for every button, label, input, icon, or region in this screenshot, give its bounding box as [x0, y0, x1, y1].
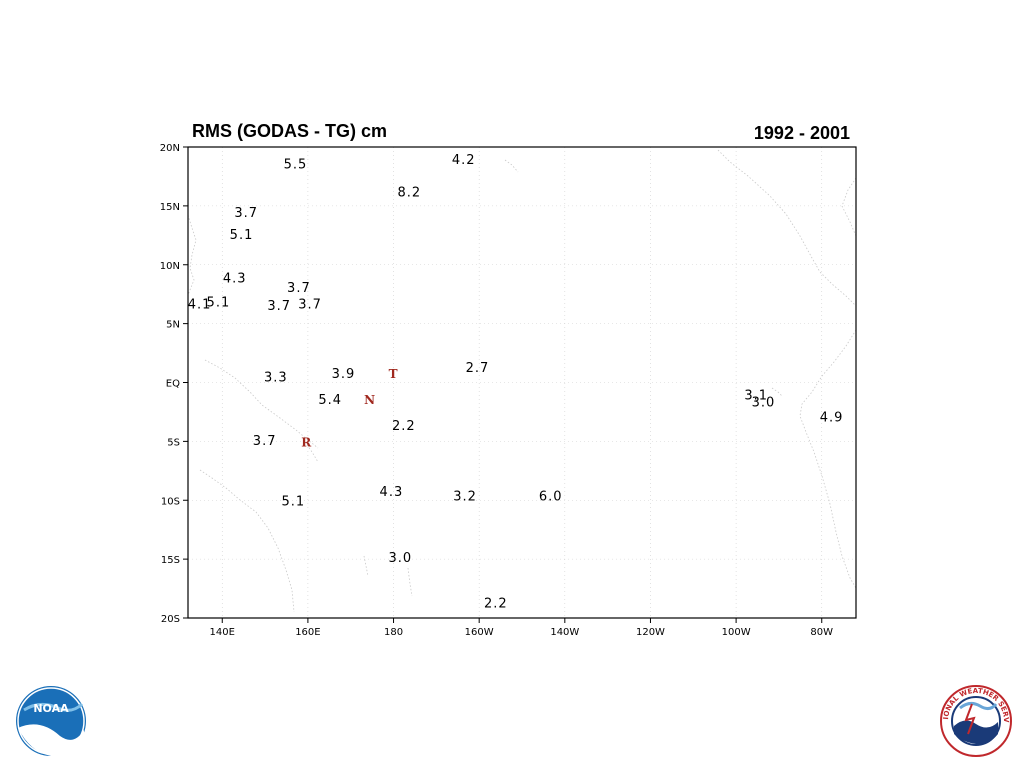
coastlines: [187, 149, 857, 613]
x-tick-label: 160W: [465, 627, 494, 638]
rms-value-label: 3.9: [332, 367, 356, 382]
rms-value-label: 3.7: [253, 434, 277, 449]
rms-value-label: 2.2: [392, 419, 416, 434]
rms-value-label: 5.1: [281, 494, 305, 509]
rms-value-label: 5.4: [318, 393, 342, 408]
axis-ticks: 140E 160E 180 160W 140W 120W 100W 80W 20N 15N 10N 5…: [160, 143, 833, 638]
y-tick-label: 20N: [160, 143, 180, 154]
x-tick-label: 140E: [210, 627, 235, 638]
site-marker-n: N: [364, 393, 375, 407]
rms-value-label: 5.5: [284, 157, 308, 172]
x-tick-label: 180: [384, 627, 403, 638]
x-tick-label: 100W: [722, 627, 751, 638]
rms-value-label: 5.1: [207, 295, 231, 310]
rms-value-label: 5.1: [230, 228, 254, 243]
noaa-logo: NOAA: [16, 686, 86, 757]
x-tick-label: 160E: [295, 627, 320, 638]
map-title: RMS (GODAS - TG) cm: [192, 121, 387, 141]
rms-value-label: 8.2: [398, 186, 422, 201]
nws-logo-text: NATIONAL WEATHER SERVICE: [0, 0, 1010, 723]
rms-value-label: 2.7: [466, 361, 490, 376]
y-tick-label: 15S: [161, 555, 180, 566]
rms-value-label: 3.7: [298, 298, 322, 313]
rms-values: 5.5 4.28.23.75.14.33.74.15.1 3.7 3.72.73.3 3…: [188, 153, 844, 612]
site-markers: TN R: [301, 367, 397, 449]
rms-value-label: 3.1: [744, 388, 768, 403]
rms-value-label: 4.1: [188, 298, 212, 313]
rms-value-label: 3.0: [752, 395, 776, 410]
rms-value-label: 4.3: [380, 485, 404, 500]
svg-text:NATIONAL WEATHER SERVICE: NATIONAL WEATHER SERVICE: [0, 0, 1010, 723]
rms-value-label: 3.0: [389, 551, 413, 566]
x-tick-label: 140W: [550, 627, 579, 638]
rms-value-label: 3.7: [267, 299, 291, 314]
y-tick-label: 5S: [167, 437, 180, 448]
noaa-logo-text: NOAA: [33, 702, 69, 715]
rms-value-label: 4.3: [223, 272, 247, 287]
site-marker-t: T: [389, 367, 398, 381]
y-tick-label: 10S: [161, 496, 180, 507]
period-label: 1992 - 2001: [754, 123, 850, 143]
grid-lines: [188, 147, 856, 618]
rms-value-label: 3.3: [264, 371, 288, 386]
rms-value-label: 3.7: [234, 206, 258, 221]
rms-value-label: 2.2: [484, 597, 508, 612]
rms-value-label: 3.2: [453, 490, 477, 505]
site-marker-r: R: [301, 435, 312, 449]
rms-value-label: 3.7: [287, 281, 311, 296]
rms-value-label: 4.2: [452, 153, 476, 168]
rms-value-label: 4.9: [820, 411, 844, 426]
y-tick-label: 15N: [160, 202, 180, 213]
rms-value-label: 6.0: [539, 490, 563, 505]
y-tick-label: 20S: [161, 614, 180, 625]
x-tick-label: 120W: [636, 627, 665, 638]
y-tick-label: 5N: [166, 320, 180, 331]
x-tick-label: 80W: [810, 627, 833, 638]
nws-logo: NATIONAL WEATHER SERVICE: [0, 0, 1012, 757]
y-tick-label: EQ: [166, 379, 180, 390]
y-tick-label: 10N: [160, 261, 180, 272]
